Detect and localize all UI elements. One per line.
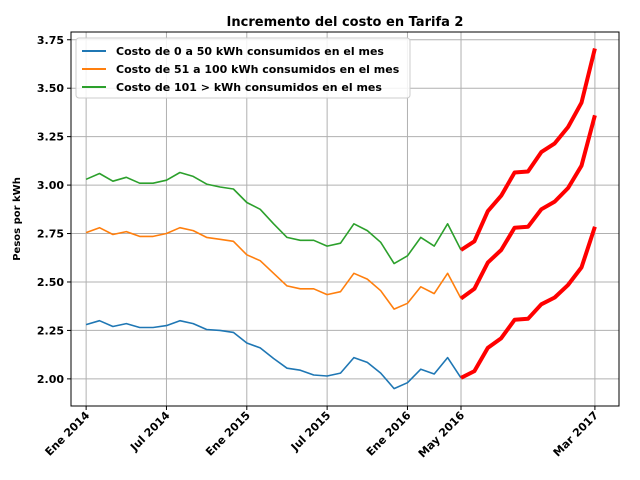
projection-layer (459, 48, 597, 380)
legend-label: Costo de 0 a 50 kWh consumidos en el mes (116, 45, 384, 58)
x-tick-label: Ene 2015 (203, 409, 253, 459)
y-tick-label: 3.25 (37, 131, 64, 144)
series-line (85, 226, 462, 310)
plot-frame (70, 31, 620, 407)
projection-line (459, 114, 597, 301)
x-tick-label: Ene 2014 (43, 409, 93, 459)
legend-label: Costo de 101 > kWh consumidos en el mes (116, 81, 382, 94)
x-tick-label: Ene 2016 (364, 409, 414, 459)
legend-box (75, 37, 411, 99)
y-axis-label: Pesos por kWh (12, 177, 23, 261)
projection-line (460, 226, 597, 380)
y-tick-label: 3.50 (37, 82, 64, 95)
legend-label: Costo de 51 a 100 kWh consumidos en el m… (116, 63, 400, 76)
y-axis: 2.00 2.25 2.50 2.75 3.00 3.25 3.50 3.75 (37, 34, 71, 386)
x-tick-label: Jul 2014 (127, 409, 173, 455)
y-tick-label: 3.75 (37, 34, 64, 47)
projection-line (459, 48, 597, 252)
y-tick-label: 2.50 (37, 276, 64, 289)
series-line (85, 319, 462, 390)
x-tick-label: May 2016 (416, 409, 468, 461)
x-tick-label: Mar 2017 (551, 409, 601, 459)
y-tick-label: 2.75 (37, 228, 64, 241)
series-layer (85, 171, 462, 390)
x-axis: Ene 2014 Jul 2014 Ene 2015 Jul 2015 Ene 2016… (43, 406, 601, 460)
y-tick-label: 3.00 (37, 179, 64, 192)
series-line (85, 171, 462, 265)
y-tick-label: 2.25 (37, 324, 64, 337)
chart-title: Incremento del costo en Tarifa 2 (227, 15, 464, 30)
y-tick-label: 2.00 (37, 373, 64, 386)
x-tick-label: Jul 2015 (288, 409, 333, 454)
legend: Costo de 0 a 50 kWh consumidos en el mes… (75, 37, 411, 99)
